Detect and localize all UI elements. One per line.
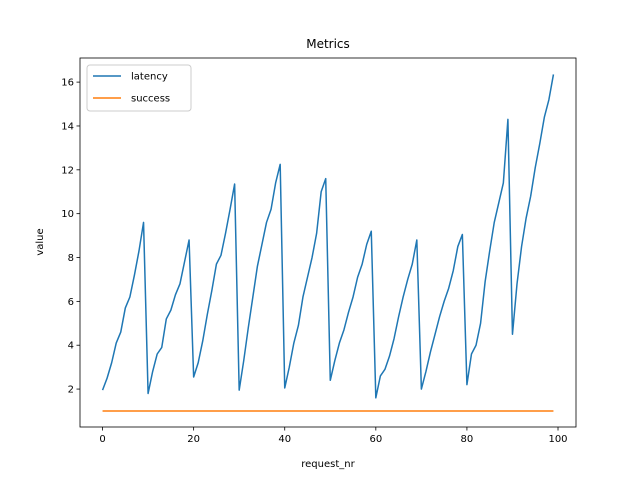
x-tick-label: 100 [548,434,567,445]
y-tick-label: 12 [61,165,74,176]
y-tick-label: 8 [68,253,74,264]
x-axis-label: request_nr [301,459,355,470]
y-tick-label: 10 [61,209,74,220]
x-tick-label: 40 [278,434,291,445]
x-tick-label: 80 [461,434,474,445]
y-tick-label: 16 [61,78,74,89]
axes-frame [79,57,577,428]
y-tick-label: 14 [61,121,74,132]
legend-label-latency: latency [131,72,168,83]
x-tick-label: 0 [99,434,105,445]
chart-title: Metrics [306,37,350,51]
legend: latency success [86,64,192,112]
y-axis-label: value [35,228,46,255]
series-line-latency [101,74,555,399]
plot-area: 0 20 40 60 80 100 2 4 6 8 10 12 14 16 [61,57,577,445]
x-tick-label: 60 [369,434,382,445]
legend-label-success: success [131,94,170,105]
y-tick-label: 6 [68,297,74,308]
y-tick-label: 2 [68,385,74,396]
y-tick-label: 4 [68,341,74,352]
x-tick-label: 20 [187,434,200,445]
